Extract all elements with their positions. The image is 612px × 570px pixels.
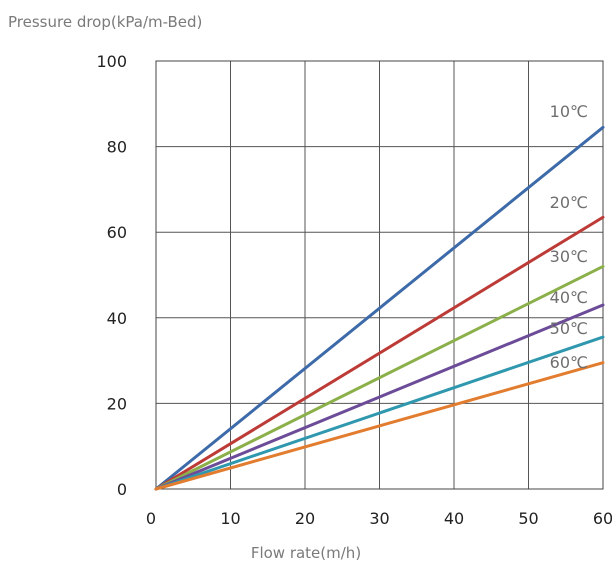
x-tick-labels: 0 10 20 30 40 50 60 [146,509,612,528]
series-line-3 [154,303,605,491]
y-tick-label: 60 [107,223,127,242]
plot-frame [155,60,604,490]
x-tick-label: 60 [593,509,612,528]
x-tick-label: 40 [444,509,464,528]
x-tick-label: 0 [146,509,156,528]
series-label: 10℃ [550,102,588,121]
series-line-4 [154,335,605,491]
series-line-0 [154,125,605,491]
series-labels: 10℃ 20℃ 30℃ 40℃ 50℃ 60℃ [550,102,588,372]
y-tick-label: 100 [96,52,127,71]
y-tick-label: 40 [107,309,127,328]
series-label: 60℃ [550,353,588,372]
series-lines [154,125,605,491]
x-axis-title: Flow rate(m/h) [251,544,361,562]
series-label: 30℃ [550,247,588,266]
x-tick-label: 30 [369,509,389,528]
y-tick-label: 0 [117,480,127,499]
series-line-1 [154,215,605,491]
series-label: 20℃ [550,193,588,212]
x-tick-label: 20 [295,509,315,528]
series-line-5 [154,361,605,491]
y-tick-label: 20 [107,394,127,413]
y-tick-label: 80 [107,138,127,157]
series-label: 40℃ [550,288,588,307]
series-label: 50℃ [550,319,588,338]
series-line-2 [154,264,605,491]
x-tick-label: 50 [518,509,538,528]
y-tick-labels: 0 20 40 60 80 100 [96,52,127,499]
x-tick-label: 10 [220,509,240,528]
y-axis-title: Pressure drop(kPa/m-Bed) [8,13,202,31]
